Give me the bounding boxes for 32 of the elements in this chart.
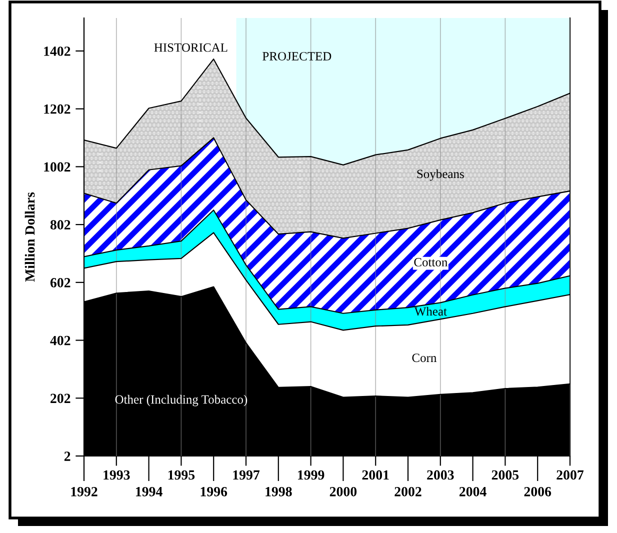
x-tick-label: 1999 — [298, 470, 324, 480]
x2-tick-label: 2004 — [459, 486, 486, 496]
x-tick-label: 2003 — [427, 470, 454, 480]
x2-tick-label: 1992 — [71, 486, 98, 496]
x-tick-label: 1997 — [233, 470, 260, 480]
x-tick-label: 2007 — [556, 470, 584, 480]
y-tick-label: 2 — [64, 452, 70, 461]
y-tick-label: 402 — [50, 336, 70, 346]
x-tick-label: 2001 — [362, 470, 389, 480]
band-label: PROJECTED — [262, 52, 332, 60]
y-tick-label: 202 — [50, 394, 70, 404]
y-tick-label: 1002 — [44, 162, 70, 172]
series-label: Cotton — [414, 258, 448, 266]
y-tick-label: 1202 — [44, 104, 70, 114]
series-label: Corn — [412, 354, 437, 362]
series-label: Soybeans — [417, 169, 464, 181]
annotation: HISTORICAL — [154, 43, 228, 52]
x-tick-label: 1993 — [104, 470, 130, 480]
y-tick-label: 602 — [50, 278, 70, 288]
series-label: Wheat — [414, 306, 447, 316]
x2-tick-label: 2002 — [394, 486, 422, 496]
x2-tick-label: 1994 — [136, 486, 162, 496]
y-tick-label: 1402 — [44, 46, 70, 56]
x-tick-label: 1995 — [168, 470, 195, 480]
y-tick-label: 802 — [50, 220, 70, 230]
y-axis-title: Million Dollars — [24, 192, 35, 282]
x2-tick-label: 1998 — [266, 486, 292, 496]
x2-tick-label: 1996 — [200, 486, 228, 496]
x-tick-label: 2005 — [492, 470, 519, 480]
x2-tick-label: 2000 — [330, 486, 357, 496]
x2-tick-label: 2006 — [524, 486, 552, 496]
series-label: Other (Including Tobacco) — [115, 394, 248, 406]
